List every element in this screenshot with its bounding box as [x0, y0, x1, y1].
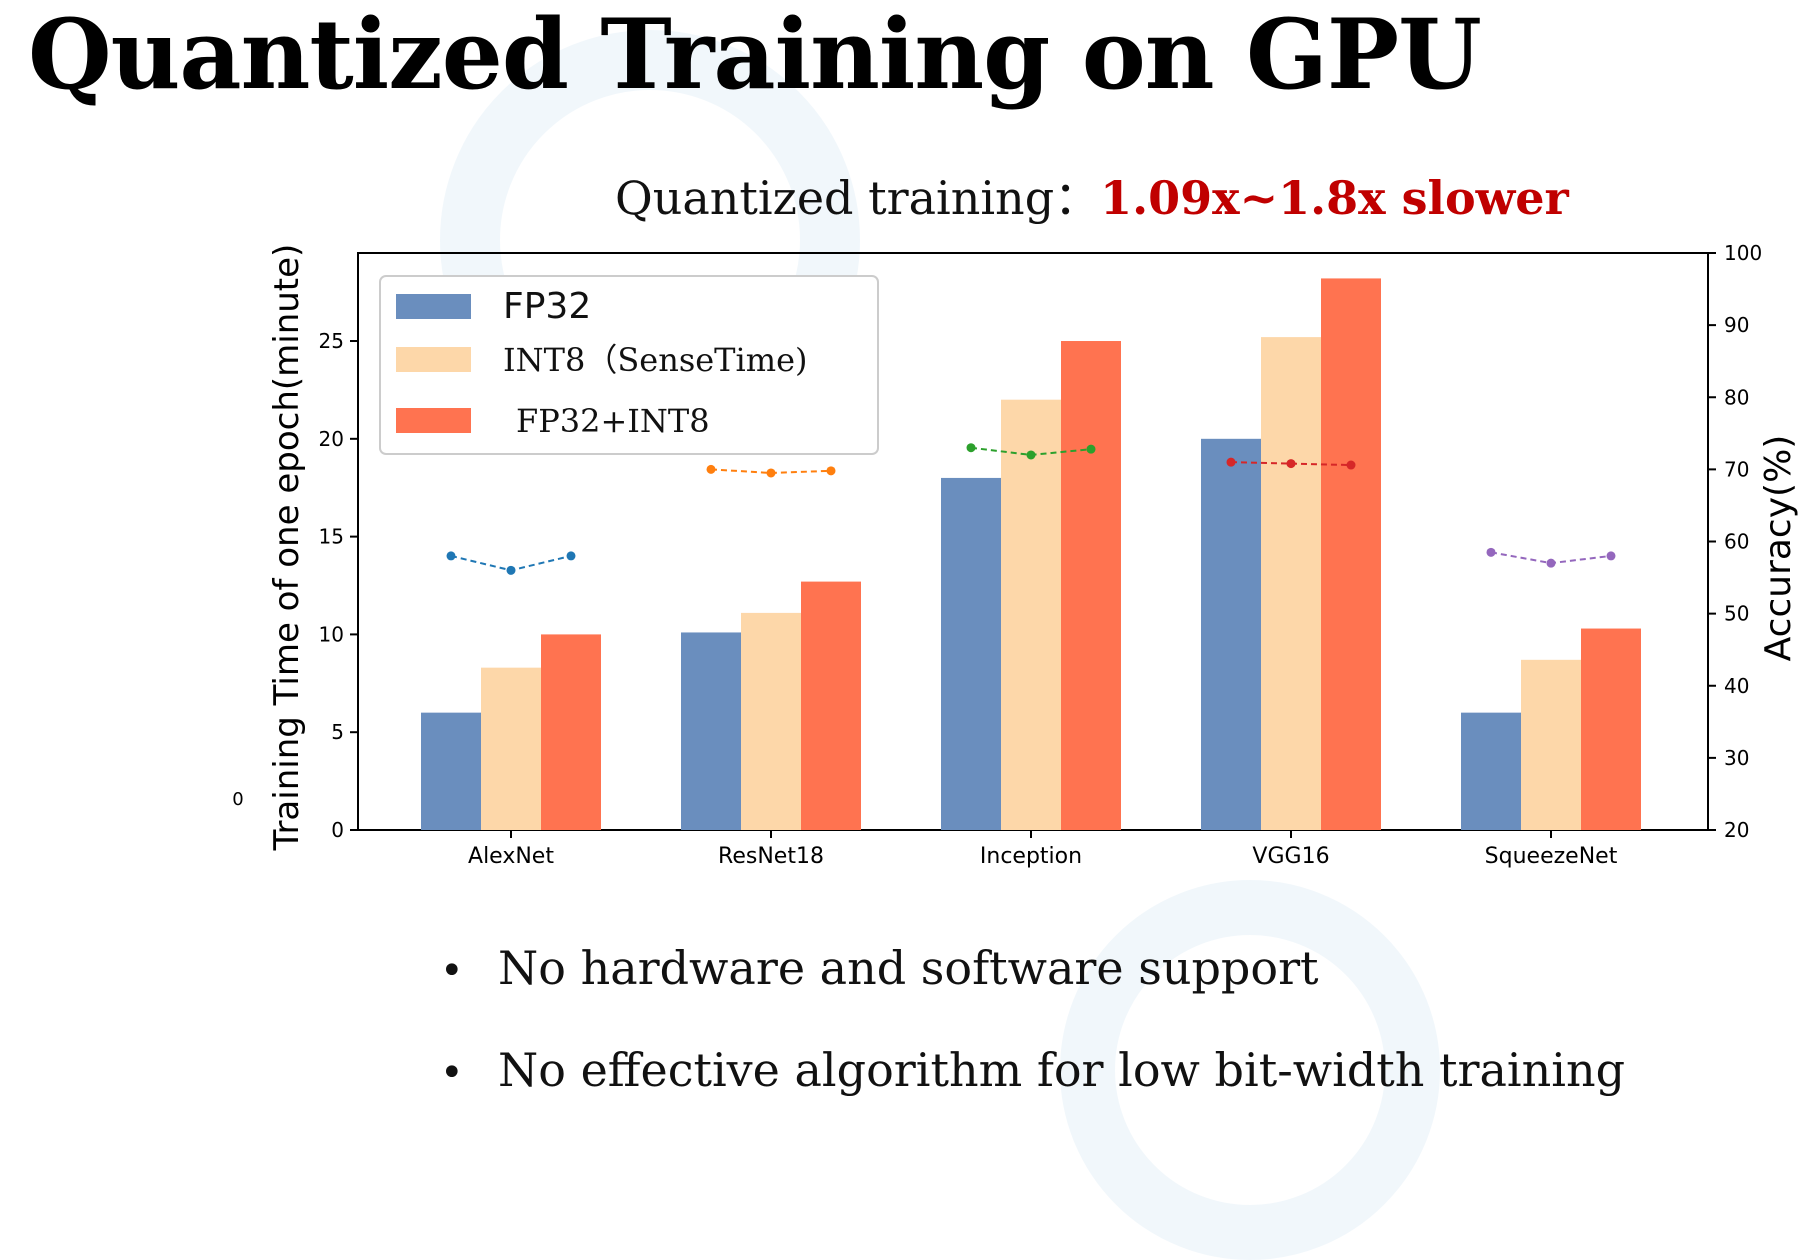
- bar-fp32_int8: [1581, 628, 1641, 830]
- y2-axis-label: Accuracy(%): [1758, 435, 1799, 662]
- y-tick-label: 20: [319, 427, 344, 451]
- accuracy-point: [446, 551, 456, 561]
- legend-label: FP32+INT8: [516, 402, 710, 440]
- bar-int8: [1261, 337, 1321, 830]
- accuracy-point: [1486, 547, 1496, 557]
- y-tick-label: 10: [319, 622, 344, 646]
- bullet-text: No effective algorithm for low bit-width…: [498, 1043, 1626, 1097]
- bullet-dot-icon: •: [440, 948, 464, 994]
- accuracy-point: [766, 468, 776, 478]
- bar-chart: 0 5 10 15 20 25 20 30 40 50 60 70 80 90 100 Training Ti…: [232, 241, 1799, 869]
- bullet-item: • No hardware and software support: [440, 938, 1625, 1040]
- accuracy-point: [1606, 551, 1616, 561]
- y2-tick-label: 60: [1724, 530, 1749, 554]
- accuracy-point: [1286, 459, 1296, 469]
- legend-box: [379, 275, 879, 455]
- bar-fp32: [1461, 712, 1521, 830]
- accuracy-point: [826, 466, 836, 476]
- subtitle-highlight: 1.09x~1.8x slower: [1100, 171, 1569, 225]
- accuracy-point: [566, 551, 576, 561]
- accuracy-point: [1026, 450, 1036, 460]
- legend-swatch-fp32_int8: [396, 408, 471, 433]
- y-tick-label: 25: [319, 329, 344, 353]
- chart-subtitle: Quantized training：1.09x~1.8x slower: [615, 168, 1569, 228]
- slide-title: Quantized Training on GPU: [28, 0, 1482, 111]
- y2-tick-label: 100: [1724, 241, 1762, 265]
- bar-fp32: [421, 712, 481, 830]
- y2-tick-label: 90: [1724, 313, 1749, 337]
- stray-zero-label: 0: [232, 789, 243, 810]
- bullet-list: • No hardware and software support • No ef…: [440, 938, 1625, 1142]
- bar-fp32_int8: [541, 634, 601, 830]
- y-tick-label: 15: [319, 525, 344, 549]
- y2-tick-label: 40: [1724, 674, 1749, 698]
- y-tick-label: 0: [331, 818, 344, 842]
- accuracy-point: [1226, 457, 1236, 467]
- bar-fp32_int8: [1061, 341, 1121, 830]
- y2-tick-label: 20: [1724, 818, 1749, 842]
- bar-fp32_int8: [801, 581, 861, 830]
- bar-fp32: [941, 477, 1001, 830]
- accuracy-point: [1346, 460, 1356, 470]
- bar-int8: [1521, 659, 1581, 830]
- legend-label: INT8（SenseTime): [503, 341, 808, 379]
- bar-fp32_int8: [1321, 278, 1381, 830]
- accuracy-point: [966, 443, 976, 453]
- subtitle-prefix: Quantized training：: [615, 171, 1101, 225]
- x-tick-label: VGG16: [1252, 844, 1329, 869]
- y2-tick-label: 70: [1724, 457, 1749, 481]
- y2-tick-label: 50: [1724, 602, 1749, 626]
- bar-int8: [481, 667, 541, 830]
- y2-tick-label: 80: [1724, 385, 1749, 409]
- legend-swatch-fp32: [396, 294, 471, 319]
- accuracy-point: [1086, 444, 1096, 454]
- y-axis-label: Training Time of one epoch(minute): [267, 244, 307, 852]
- x-tick-label: AlexNet: [468, 844, 554, 869]
- bullet-text: No hardware and software support: [498, 941, 1319, 995]
- x-tick-label: SqueezeNet: [1485, 844, 1618, 869]
- accuracy-point: [1546, 558, 1556, 568]
- accuracy-point: [706, 464, 716, 474]
- x-tick-label: Inception: [980, 844, 1082, 869]
- y2-tick-label: 30: [1724, 746, 1749, 770]
- y-tick-label: 5: [331, 720, 344, 744]
- legend-swatch-int8: [396, 347, 471, 372]
- bar-fp32: [1201, 438, 1261, 830]
- bar-int8: [741, 612, 801, 830]
- bar-fp32: [681, 632, 741, 830]
- bullet-item: • No effective algorithm for low bit-widt…: [440, 1040, 1625, 1142]
- x-tick-label: ResNet18: [718, 844, 824, 869]
- bar-int8: [1001, 399, 1061, 830]
- accuracy-point: [506, 565, 516, 575]
- legend-label: FP32: [503, 286, 591, 327]
- bullet-dot-icon: •: [440, 1050, 464, 1096]
